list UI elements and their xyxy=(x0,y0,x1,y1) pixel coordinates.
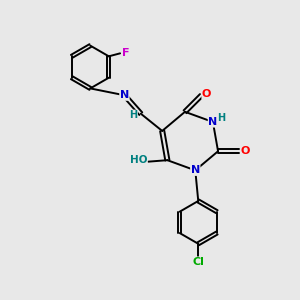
Text: O: O xyxy=(241,146,250,156)
Text: H: H xyxy=(217,113,225,123)
Text: N: N xyxy=(120,90,129,100)
Text: O: O xyxy=(202,89,211,99)
Text: N: N xyxy=(208,117,218,127)
Text: H: H xyxy=(129,110,137,120)
Text: Cl: Cl xyxy=(192,257,204,267)
Text: F: F xyxy=(122,48,130,58)
Text: N: N xyxy=(191,165,200,176)
Text: HO: HO xyxy=(130,155,147,165)
